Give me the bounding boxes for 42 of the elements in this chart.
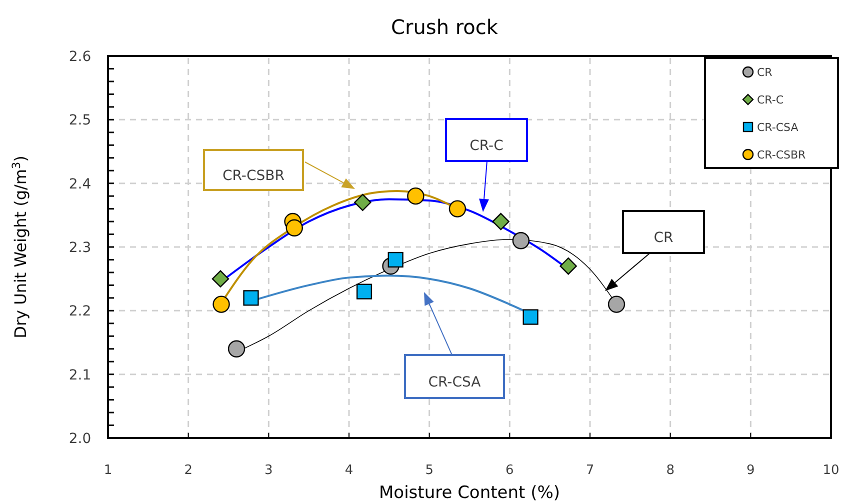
x-axis-title: Moisture Content (%) — [379, 483, 560, 502]
y-tick-label: 2.1 — [68, 367, 92, 384]
point — [286, 219, 303, 236]
y-tick-label: 2.2 — [68, 304, 92, 320]
legend-label: CR — [757, 66, 773, 79]
point — [560, 258, 577, 275]
legend-label: CR-C — [757, 94, 784, 106]
point — [492, 212, 510, 230]
point — [212, 296, 230, 313]
legend-label: CR-CSBR — [757, 148, 806, 162]
annotation: CR-CSA — [428, 374, 482, 390]
y-tick-label: 2.5 — [68, 112, 92, 129]
x-tick-label: 10 — [822, 463, 840, 478]
chart-title: Crush rock — [391, 15, 498, 39]
point — [522, 309, 538, 325]
y-tick-label: 2.4 — [68, 176, 92, 192]
x-tick-label: 9 — [746, 463, 755, 478]
y-tick-label: 2.6 — [68, 49, 92, 65]
x-tick-label: 8 — [666, 463, 674, 478]
point — [448, 200, 466, 218]
point — [608, 296, 626, 313]
x-tick-label: 3 — [264, 463, 273, 478]
annotation: CR-C — [470, 138, 504, 154]
point — [407, 187, 424, 205]
y-tick-label: 2.0 — [68, 431, 92, 447]
x-tick-label: 1 — [104, 463, 112, 478]
x-tick-label: 7 — [586, 463, 594, 478]
x-tick-label: 2 — [184, 463, 192, 478]
annotation: CR — [654, 230, 674, 246]
point — [356, 284, 372, 300]
x-tick-label: 4 — [344, 463, 354, 478]
point — [228, 340, 246, 358]
point — [388, 252, 404, 268]
legend-label: CR-CSA — [757, 121, 799, 134]
x-tick-label: 5 — [425, 463, 434, 478]
x-tick-label: 6 — [506, 463, 514, 478]
point — [512, 232, 530, 250]
point — [243, 290, 259, 306]
annotation: CR-CSBR — [222, 168, 285, 184]
y-tick-label: 2.3 — [68, 240, 92, 256]
point — [354, 194, 372, 212]
point — [212, 270, 230, 288]
